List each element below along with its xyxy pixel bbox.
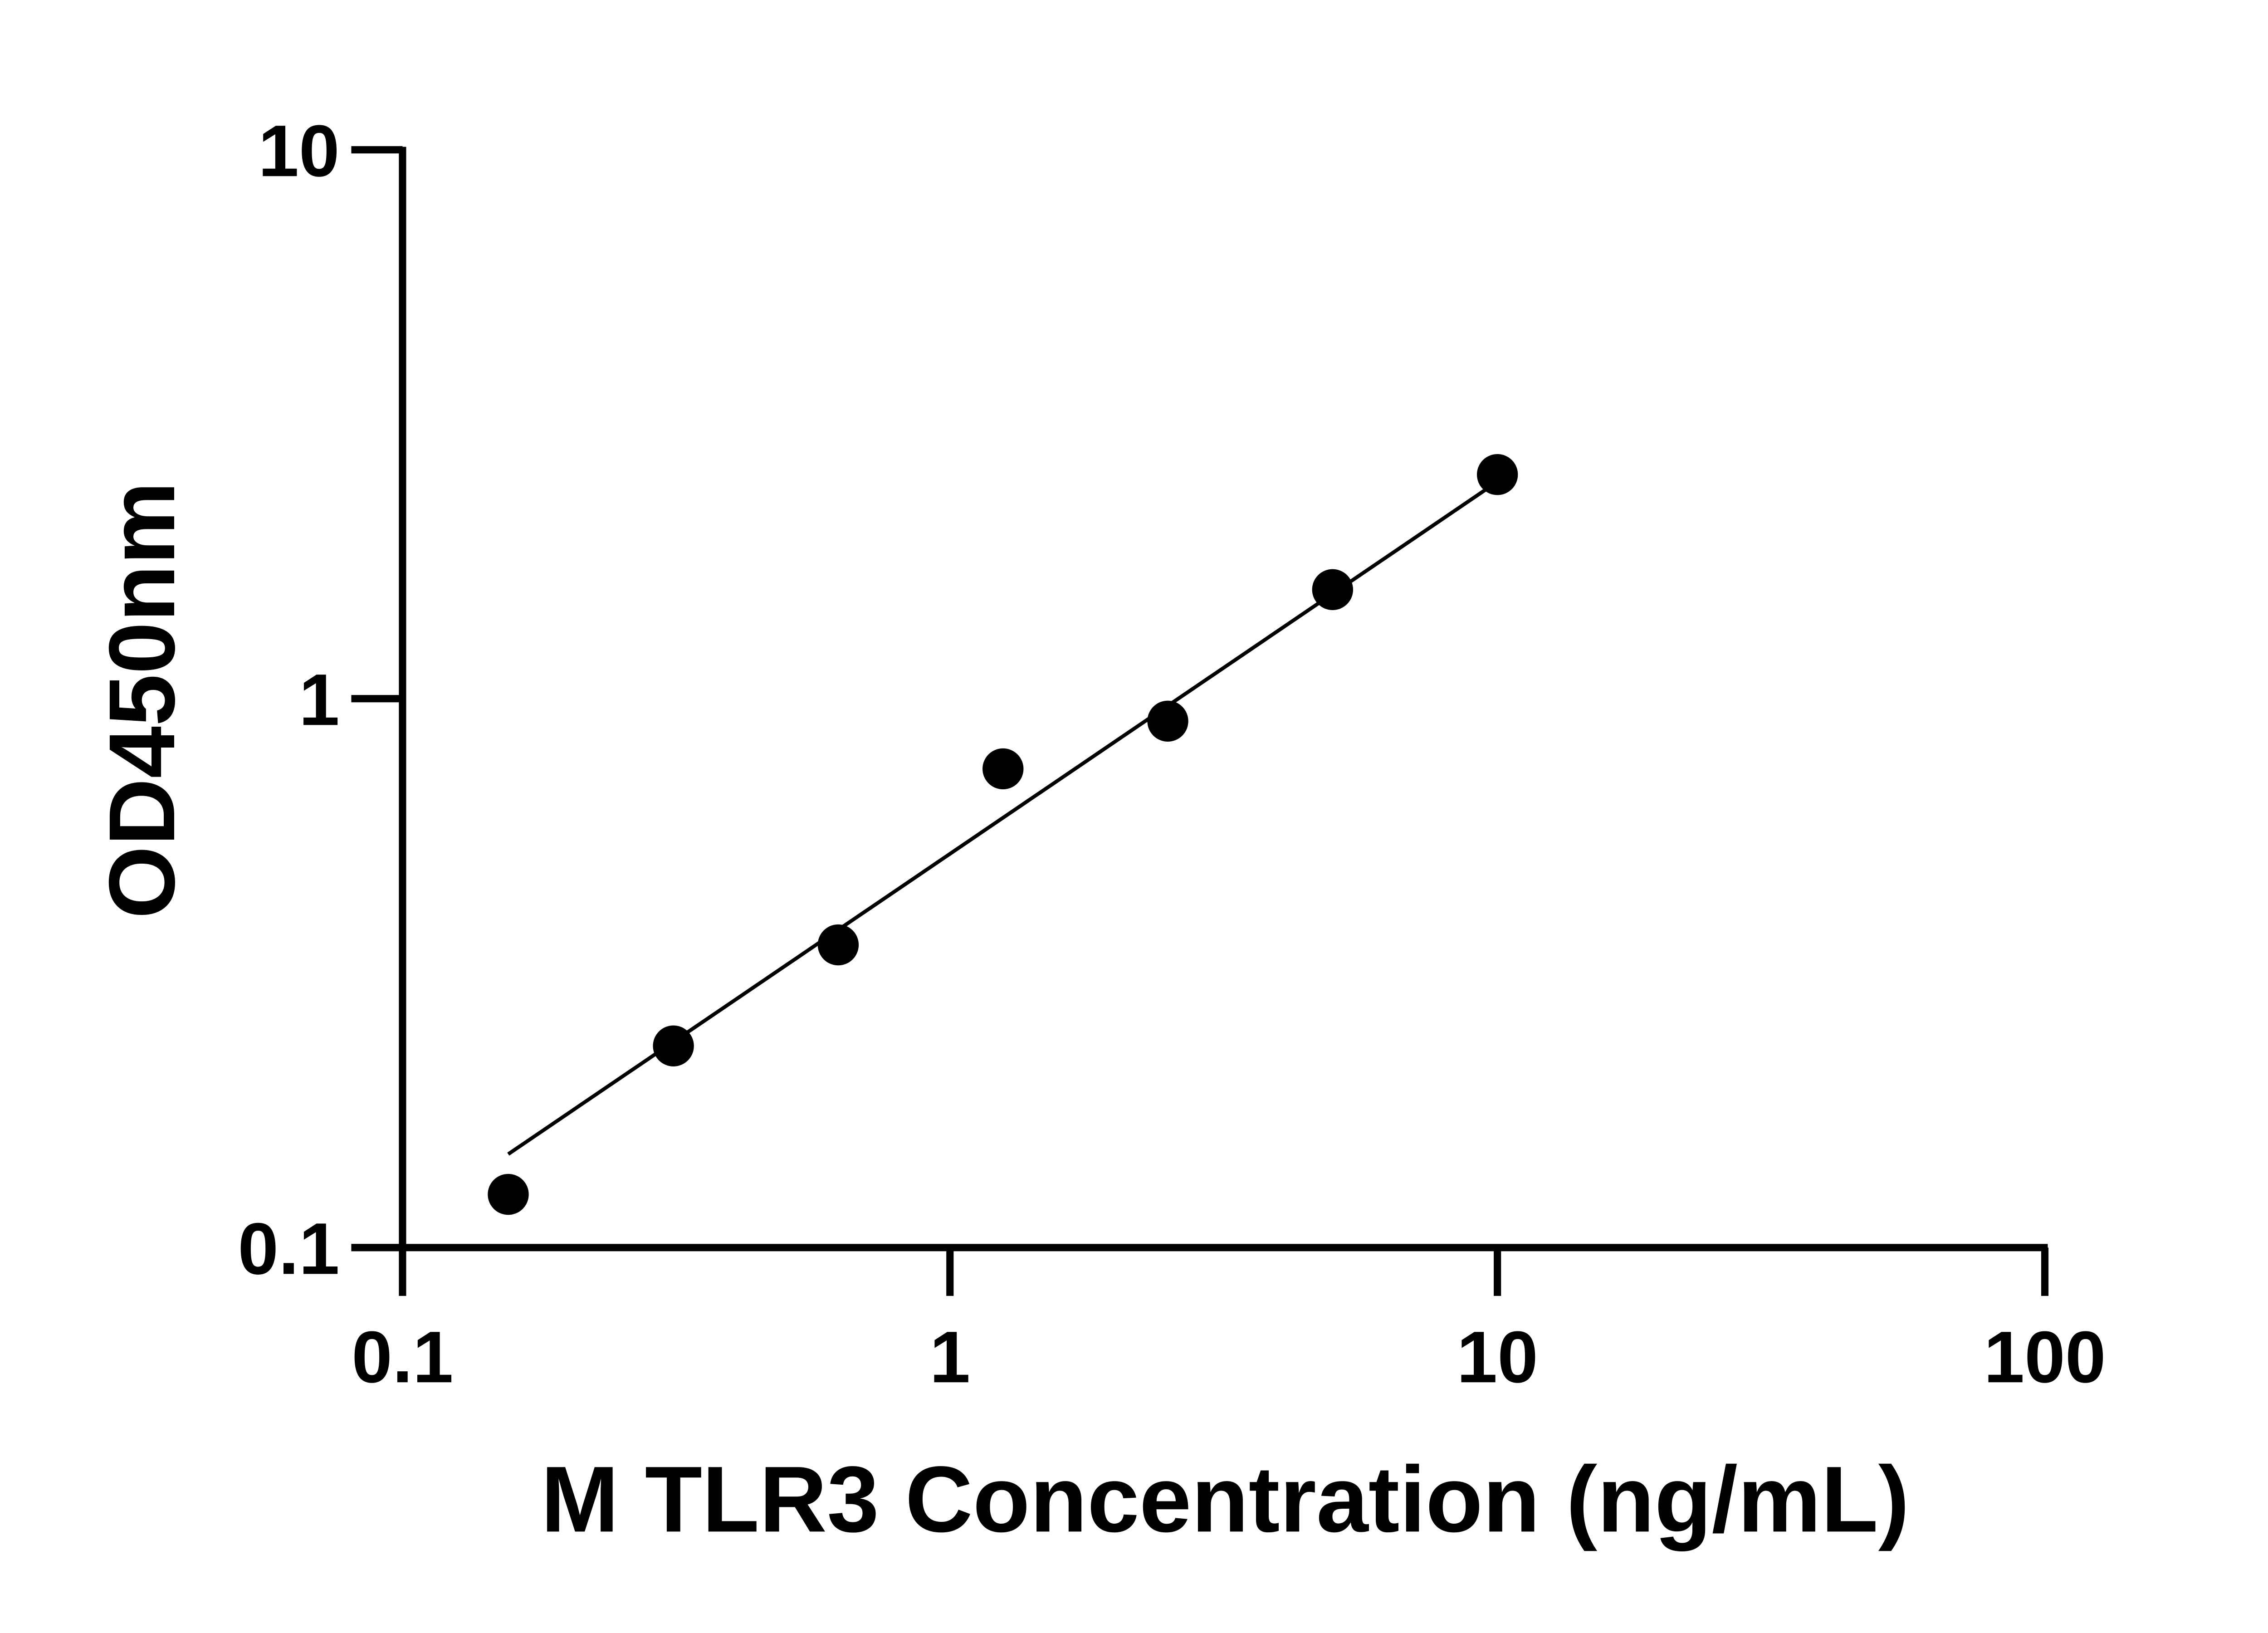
data-point bbox=[1476, 454, 1518, 495]
x-tick-label: 0.1 bbox=[352, 1316, 453, 1398]
y-tick-label: 10 bbox=[258, 110, 339, 192]
y-tick-label: 0.1 bbox=[238, 1208, 339, 1290]
y-tick-label: 1 bbox=[299, 659, 340, 741]
x-axis-title: M TLR3 Concentration (ng/mL) bbox=[541, 1447, 1909, 1551]
data-point bbox=[653, 1025, 694, 1066]
y-axis-title: OD450nm bbox=[89, 481, 194, 919]
data-point bbox=[817, 924, 859, 966]
x-tick-label: 1 bbox=[929, 1316, 970, 1398]
data-point bbox=[1147, 700, 1188, 742]
plot-area: 0.1 1 10 100 0.1 1 10 bbox=[238, 110, 2106, 1398]
data-point bbox=[982, 748, 1024, 790]
x-tick-label: 10 bbox=[1457, 1316, 1538, 1398]
data-point bbox=[488, 1173, 529, 1215]
data-point bbox=[1312, 569, 1354, 611]
x-tick-label: 100 bbox=[1984, 1316, 2106, 1398]
